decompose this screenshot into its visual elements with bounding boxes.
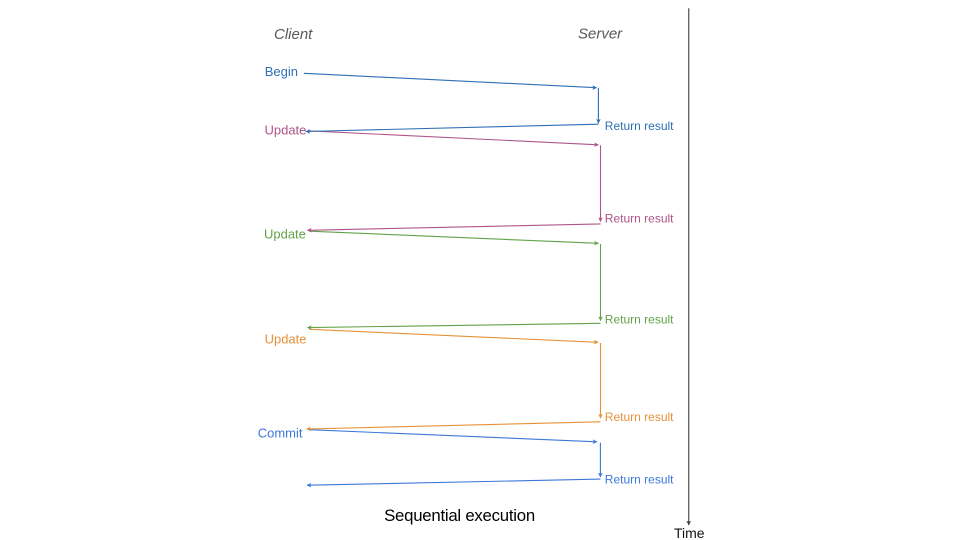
svg-text:Server: Server [578, 26, 623, 43]
svg-text:Return result: Return result [605, 473, 674, 487]
svg-text:Commit: Commit [258, 426, 303, 441]
svg-text:Begin: Begin [265, 64, 298, 79]
svg-text:Update: Update [264, 226, 306, 241]
svg-text:Sequential execution: Sequential execution [384, 506, 535, 525]
svg-text:Time: Time [674, 525, 705, 540]
svg-text:Return result: Return result [605, 410, 674, 424]
svg-text:Return result: Return result [605, 119, 674, 133]
svg-text:Update: Update [264, 123, 306, 138]
svg-text:Client: Client [274, 26, 313, 43]
svg-text:Return result: Return result [605, 212, 674, 226]
svg-text:Return result: Return result [605, 312, 674, 326]
svg-text:Update: Update [265, 332, 307, 347]
